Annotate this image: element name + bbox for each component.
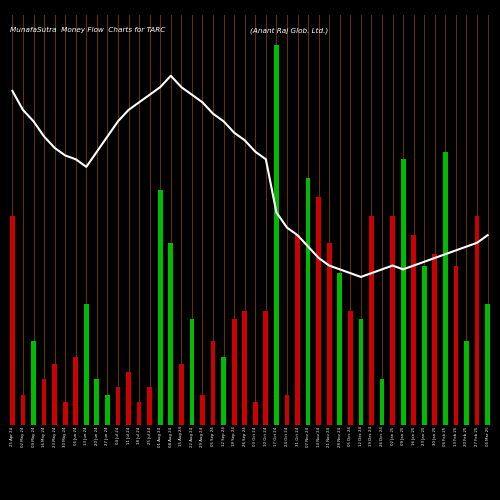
Bar <box>454 266 458 425</box>
Bar <box>295 235 300 425</box>
Bar <box>358 318 364 425</box>
Bar <box>432 254 437 425</box>
Text: (Anant Raj Glob. Ltd.): (Anant Raj Glob. Ltd.) <box>250 28 328 34</box>
Bar <box>474 216 480 425</box>
Bar <box>210 342 216 425</box>
Bar <box>116 387 120 425</box>
Bar <box>380 380 384 425</box>
Bar <box>179 364 184 425</box>
Bar <box>168 243 173 425</box>
Bar <box>42 380 46 425</box>
Bar <box>221 356 226 425</box>
Bar <box>63 402 68 425</box>
Bar <box>306 178 310 425</box>
Bar <box>20 394 25 425</box>
Bar <box>485 304 490 425</box>
Bar <box>369 216 374 425</box>
Bar <box>158 190 162 425</box>
Bar <box>390 216 395 425</box>
Bar <box>52 364 57 425</box>
Bar <box>316 197 321 425</box>
Bar <box>400 160 406 425</box>
Text: MunafaSutra  Money Flow  Charts for TARC: MunafaSutra Money Flow Charts for TARC <box>10 28 166 34</box>
Bar <box>264 311 268 425</box>
Bar <box>242 311 247 425</box>
Bar <box>274 46 279 425</box>
Bar <box>422 266 426 425</box>
Bar <box>94 380 100 425</box>
Bar <box>232 318 236 425</box>
Bar <box>412 235 416 425</box>
Bar <box>148 387 152 425</box>
Bar <box>284 394 290 425</box>
Bar <box>126 372 131 425</box>
Bar <box>464 342 469 425</box>
Bar <box>348 311 352 425</box>
Bar <box>338 273 342 425</box>
Bar <box>253 402 258 425</box>
Bar <box>74 356 78 425</box>
Bar <box>443 152 448 425</box>
Bar <box>105 394 110 425</box>
Bar <box>84 304 88 425</box>
Bar <box>136 402 141 425</box>
Bar <box>10 216 15 425</box>
Bar <box>31 342 36 425</box>
Bar <box>327 243 332 425</box>
Bar <box>190 318 194 425</box>
Bar <box>200 394 205 425</box>
